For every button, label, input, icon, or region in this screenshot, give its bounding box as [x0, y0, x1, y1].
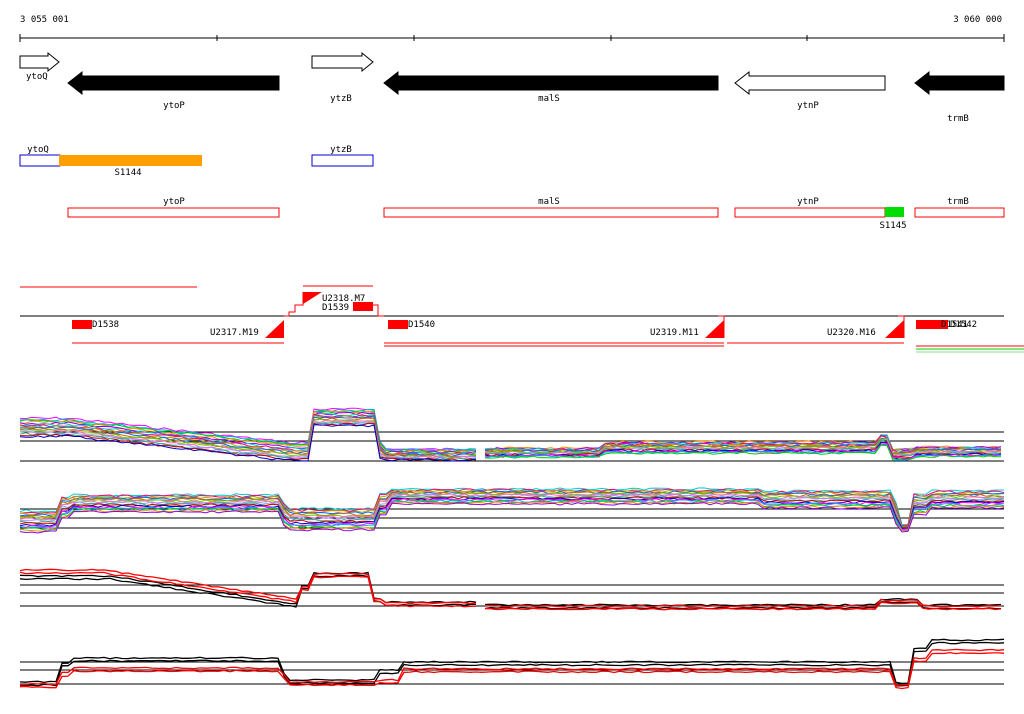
segment-U2318-M7-flag[interactable] — [303, 292, 322, 304]
gene-ytnP[interactable]: ytnP — [734, 70, 886, 111]
expression-trace — [19, 415, 477, 456]
segment-label: D1542 — [950, 320, 977, 330]
expression-panel-3 — [19, 568, 1004, 611]
expression-trace — [19, 497, 1005, 529]
expression-traces — [19, 487, 1005, 534]
annotation-label: trmB — [947, 197, 969, 207]
gene-ytzB[interactable]: ytzB — [311, 51, 374, 104]
gene-label: trmB — [947, 114, 969, 124]
segment-U2317-M19-flag[interactable] — [265, 320, 284, 338]
segment-D1539[interactable] — [353, 302, 373, 311]
highlight-S1145[interactable] — [885, 207, 904, 217]
gene-trmB[interactable]: trmB — [914, 70, 1005, 124]
expression-trace — [19, 651, 1005, 690]
ruler-start-label: 3 055 001 — [20, 15, 69, 25]
segment-label: D1540 — [408, 320, 435, 330]
ruler-end-label: 3 060 000 — [953, 15, 1002, 25]
segment-label: U2318.M7 — [322, 294, 365, 304]
operon-box-ytoQ[interactable] — [19, 154, 61, 167]
gene-ytoP[interactable]: ytoP — [67, 70, 280, 111]
highlight-S1144[interactable] — [59, 155, 202, 166]
expression-trace — [19, 424, 477, 462]
gene-malS[interactable]: malS — [383, 70, 719, 104]
expression-panel-1 — [19, 407, 1004, 462]
segment-label: D1541 — [941, 320, 968, 330]
operon-label: ytzB — [330, 145, 352, 155]
operon-label: ytoQ — [27, 145, 49, 155]
expression-trace — [19, 495, 1005, 528]
expression-trace — [484, 438, 1002, 457]
expression-traces — [19, 568, 1002, 611]
expression-trace — [484, 601, 1002, 610]
expression-trace — [19, 407, 477, 451]
expression-traces — [19, 638, 1005, 690]
expression-trace — [19, 422, 477, 461]
expression-trace — [19, 408, 477, 452]
gene-track: ytoQ ytoP ytzB malS ytnP trmB — [19, 51, 1005, 124]
gene-label: ytzB — [330, 94, 352, 104]
expression-trace — [484, 598, 1001, 608]
expression-panel-2 — [19, 487, 1005, 534]
expression-trace — [19, 568, 477, 605]
segment-D1538[interactable] — [72, 320, 92, 329]
annotation-label: malS — [538, 197, 560, 207]
annotation-label: ytoP — [163, 197, 185, 207]
expression-trace — [19, 493, 1005, 529]
segmentation-track: D1538 U2317.M19 U2318.M7 D1539 D1540 U23… — [20, 285, 1024, 353]
coordinate-ruler: 3 055 001 3 060 000 — [19, 15, 1005, 42]
highlight-label: S1145 — [879, 221, 906, 231]
expression-trace — [19, 414, 477, 456]
expression-trace — [484, 444, 1002, 461]
expression-trace — [19, 648, 1005, 687]
gene-ytoQ[interactable]: ytoQ — [19, 51, 60, 82]
expression-trace — [19, 499, 1005, 532]
annotation-box-malS[interactable] — [383, 207, 719, 218]
expression-panel-4 — [19, 638, 1005, 690]
operon-track: ytoQ S1144 ytzB — [19, 145, 374, 178]
expression-trace — [19, 574, 477, 608]
expression-trace — [19, 502, 1005, 534]
annotation-box-ytnP[interactable] — [734, 207, 886, 218]
gene-label: ytnP — [797, 101, 819, 111]
highlight-label: S1144 — [114, 168, 141, 178]
annotation-label: ytnP — [797, 197, 819, 207]
expression-trace — [19, 571, 477, 608]
gene-label: malS — [538, 94, 560, 104]
segment-label: D1539 — [322, 303, 349, 313]
annotation-box-ytoP[interactable] — [67, 207, 280, 218]
expression-trace — [19, 489, 1005, 527]
segment-D1540[interactable] — [388, 320, 408, 329]
expression-trace — [19, 501, 1005, 532]
annotation-box-trmB[interactable] — [914, 207, 1005, 218]
expression-traces — [19, 407, 477, 462]
expression-traces — [484, 434, 1002, 461]
segment-label: U2317.M19 — [210, 328, 259, 338]
expression-trace — [484, 601, 1002, 611]
gene-label: ytoP — [163, 101, 185, 111]
segment-U2320-M16-flag[interactable] — [885, 320, 904, 338]
expression-trace — [19, 641, 1005, 687]
segment-U2319-M11-flag[interactable] — [705, 320, 724, 338]
annotation-track: ytoP malS ytnP S1145 trmB — [67, 197, 1005, 231]
segment-label: U2320.M16 — [827, 328, 876, 338]
expression-trace — [19, 491, 1005, 528]
segment-D1541[interactable] — [916, 320, 948, 329]
gene-label: ytoQ — [26, 72, 48, 82]
expression-trace — [19, 490, 1004, 528]
segment-label: D1538 — [92, 320, 119, 330]
expression-trace — [19, 487, 1004, 526]
expression-trace — [19, 638, 1005, 685]
expression-trace — [484, 597, 1002, 607]
segment-label: U2319.M11 — [650, 328, 699, 338]
operon-box-ytzB[interactable] — [311, 154, 374, 167]
